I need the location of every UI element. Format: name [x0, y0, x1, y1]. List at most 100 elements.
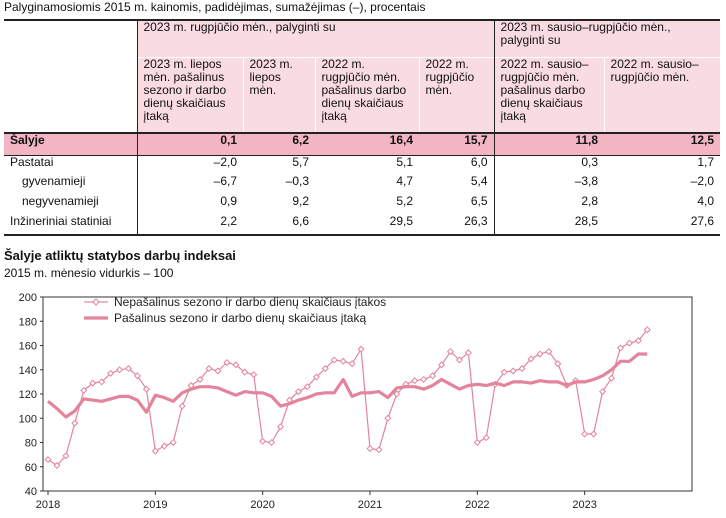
- data-point: [71, 419, 79, 427]
- col-header: 2022 m. rugpjūčio mėn.: [418, 56, 495, 133]
- data-point: [527, 355, 535, 363]
- data-point: [232, 361, 240, 369]
- cell: 5,2: [396, 194, 413, 208]
- data-point: [205, 365, 213, 373]
- data-point: [142, 385, 150, 393]
- data-point: [411, 377, 419, 385]
- col-header: 2022 m. sausio–rugpjūčio mėn. pašalinus …: [493, 56, 605, 133]
- x-tick-label: 2023: [572, 499, 596, 511]
- data-point: [116, 366, 124, 374]
- x-tick-label: 2021: [358, 499, 382, 511]
- y-tick-label: 200: [19, 292, 37, 304]
- data-point: [518, 365, 526, 373]
- table-caption: Palyginamosiomis 2015 m. kainomis, padid…: [4, 0, 426, 14]
- data-point: [616, 344, 624, 352]
- statistics-table: 2023 m. rugpjūčio mėn., palyginti su 202…: [4, 19, 721, 236]
- y-tick-label: 100: [19, 413, 37, 425]
- chart-subtitle: 2015 m. mėnesio vidurkis – 100: [4, 266, 174, 280]
- y-tick-label: 60: [25, 462, 37, 474]
- row-label: Inžineriniai statiniai: [4, 215, 137, 236]
- y-tick-label: 40: [25, 486, 37, 498]
- data-point: [554, 360, 562, 368]
- row-label: gyvenamieji: [22, 174, 86, 188]
- cell: –0,3: [285, 174, 309, 188]
- legend-marker: [92, 298, 100, 306]
- x-tick-label: 2018: [36, 499, 60, 511]
- cell: –3,8: [493, 175, 605, 195]
- data-point: [545, 348, 553, 356]
- cell: 0,1: [136, 132, 243, 156]
- data-point: [44, 455, 52, 463]
- data-point: [438, 361, 446, 369]
- data-point: [133, 372, 141, 380]
- data-point: [429, 372, 437, 380]
- x-tick-label: 2019: [143, 499, 167, 511]
- col-header: 2023 m. liepos mėn.: [242, 56, 315, 133]
- cell: –2,0: [136, 155, 243, 175]
- series-line-unadjusted: [47, 329, 648, 467]
- cell: 28,5: [493, 215, 605, 236]
- data-point: [536, 350, 544, 358]
- data-point: [384, 414, 392, 422]
- cell: 2,2: [136, 215, 243, 236]
- row-label: Šalyje: [4, 132, 137, 156]
- cell: 11,8: [493, 132, 605, 156]
- col-header: 2022 m. rugpjūčio mėn. pašalinus darbo d…: [314, 56, 419, 133]
- col-header: 2023 m. liepos mėn. pašalinus sezono ir …: [136, 56, 243, 133]
- data-point: [89, 379, 97, 387]
- cell: 6,5: [470, 194, 488, 208]
- data-point: [509, 367, 517, 375]
- cell: 12,5: [604, 132, 721, 156]
- data-point: [482, 434, 490, 442]
- data-point: [500, 368, 508, 376]
- cell: 5,1: [396, 154, 413, 169]
- data-point: [53, 462, 61, 470]
- cell: 9,2: [292, 194, 309, 208]
- data-point: [196, 375, 204, 383]
- data-point: [241, 368, 249, 376]
- data-point: [124, 365, 133, 373]
- cell: 26,3: [419, 215, 495, 236]
- cell: 4,0: [697, 194, 715, 208]
- cell: 5,7: [292, 154, 309, 169]
- data-point: [268, 438, 276, 447]
- data-point: [178, 402, 186, 410]
- data-point: [80, 386, 88, 394]
- row-label: negyvenamieji: [22, 194, 99, 208]
- group-header-jan-aug: 2023 m. sausio–rugpjūčio mėn., palyginti…: [493, 19, 721, 57]
- cell: 5,4: [470, 174, 488, 188]
- y-tick-label: 80: [25, 438, 37, 450]
- chart-title: Šalyje atliktų statybos darbų indeksai: [4, 248, 236, 263]
- data-point: [366, 445, 374, 453]
- row-label: Pastatai: [10, 154, 54, 169]
- y-tick-label: 180: [19, 316, 37, 328]
- data-point: [599, 388, 607, 396]
- data-point: [62, 452, 70, 460]
- data-point: [446, 348, 455, 356]
- data-point: [348, 360, 356, 368]
- group-header-aug: 2023 m. rugpjūčio mėn., palyginti su: [136, 19, 495, 57]
- data-point: [634, 337, 642, 345]
- y-tick-label: 120: [19, 389, 37, 401]
- data-point: [473, 438, 481, 447]
- data-point: [223, 358, 231, 366]
- cell: 6,6: [243, 215, 315, 236]
- data-point: [277, 423, 285, 431]
- data-point: [375, 446, 383, 454]
- cell: 6,2: [243, 132, 315, 156]
- cell: 0,9: [136, 195, 243, 215]
- cell: 0,3: [493, 155, 605, 175]
- data-point: [464, 349, 472, 357]
- data-point: [607, 374, 616, 382]
- cell: 2,8: [493, 195, 605, 215]
- data-point: [643, 326, 651, 334]
- table-row: Pastatai –2,0 5,7 5,1 6,0 0,3 1,7: [4, 155, 720, 175]
- cell: 29,5: [315, 215, 419, 236]
- data-point: [339, 357, 347, 365]
- col-header: 2022 m. sausio–rugpjūčio mėn.: [603, 56, 721, 133]
- data-point: [160, 442, 168, 450]
- legend-label-unadjusted: Nepašalinus sezono ir darbo dienų skaiči…: [114, 295, 386, 309]
- corner-cell: [4, 19, 137, 57]
- data-point: [420, 375, 428, 383]
- data-point: [312, 373, 320, 381]
